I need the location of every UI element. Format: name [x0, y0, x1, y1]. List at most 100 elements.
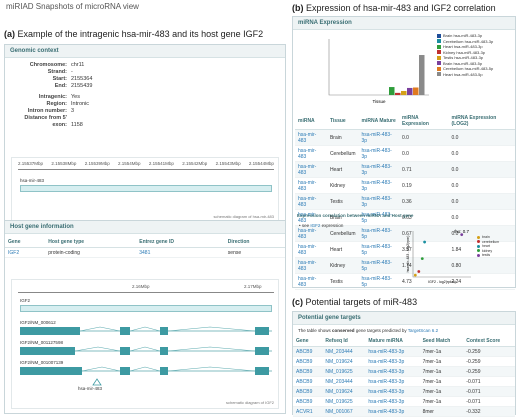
note-suffix: gene targets predicted by: [355, 328, 407, 333]
entrez-link[interactable]: 3481: [136, 247, 225, 258]
scatter-point[interactable]: [460, 233, 464, 237]
gene-targets-panel: Potential gene targets The table shows c…: [292, 311, 516, 417]
mirna-link[interactable]: hsa-mir-483: [295, 161, 327, 178]
gene-type-cell: protein-coding: [45, 247, 137, 258]
gene-link[interactable]: ABCB9: [293, 386, 323, 397]
scatter-point[interactable]: [423, 240, 426, 244]
context-score-cell: -0.259: [463, 356, 515, 367]
refseq-link[interactable]: NM_019625: [322, 366, 366, 377]
mature-mirna-link[interactable]: hsa-miR-483-3p: [365, 406, 420, 417]
legend-item: Kidney hsa-miR-483-3p: [437, 50, 513, 56]
scatter-point[interactable]: [420, 257, 424, 260]
mature-link[interactable]: hsa-miR-483-3p: [358, 145, 399, 162]
mirna-track-bar[interactable]: [20, 185, 272, 192]
mirna-expression-header: miRNA Expression: [293, 17, 515, 30]
scatter-point[interactable]: [417, 270, 421, 273]
mature-mirna-link[interactable]: hsa-miR-483-3p: [365, 366, 420, 377]
mature-link[interactable]: hsa-miR-483-5p: [358, 273, 399, 290]
bar[interactable]: [419, 55, 425, 95]
legend-swatch: [437, 39, 441, 44]
page-title: miRIAD Snapshots of microRNA view: [6, 2, 139, 11]
gene-link[interactable]: ABCB9: [293, 356, 323, 367]
mature-mirna-link[interactable]: hsa-miR-483-3p: [365, 396, 420, 407]
mirna-link[interactable]: hsa-mir-483: [295, 145, 327, 162]
mature-link[interactable]: hsa-miR-483-3p: [358, 129, 399, 146]
direction-cell: sense: [224, 247, 285, 258]
gene-link[interactable]: IGF2: [5, 247, 46, 258]
col-gene: Gene: [5, 237, 46, 248]
note-bold: conserved: [332, 328, 355, 333]
refseq-link[interactable]: NM_203444: [322, 346, 366, 357]
transcript-3-diagram[interactable]: [20, 366, 272, 376]
expression-cell: 3.57: [398, 241, 449, 258]
mirna-link[interactable]: hsa-mir-483: [295, 177, 327, 194]
mirna-link[interactable]: hsa-mir-483: [295, 129, 327, 146]
legend-label: Testis hsa-miR-483-3p: [443, 55, 484, 60]
table-header-row: miRNA Tissue miRNA Mature miRNA Expressi…: [295, 113, 515, 130]
legend-swatch: [437, 55, 441, 60]
mirna-link[interactable]: hsa-mir-483: [295, 193, 327, 210]
panel-b-caption: (b) Expression of hsa-mir-483 and IGF2 c…: [292, 3, 496, 13]
scatter-x-label: IGF2 - log2(rpkm): [428, 280, 456, 284]
expression-bar-chart: Tissue: [328, 39, 429, 104]
mature-link[interactable]: hsa-miR-483-5p: [358, 209, 399, 226]
col-tissue: Tissue: [326, 113, 359, 130]
col-gene: Gene: [293, 336, 323, 347]
gene-link[interactable]: ABCB9: [293, 376, 323, 387]
mature-mirna-link[interactable]: hsa-miR-483-3p: [365, 386, 420, 397]
legend-swatch: [437, 72, 441, 77]
table-row: ABCB9 NM_203444 hsa-miR-483-3p 7mer-1a -0.25…: [293, 346, 515, 357]
field-region: Region: Intronic: [46, 101, 90, 107]
mature-link[interactable]: hsa-miR-483-3p: [358, 161, 399, 178]
targetscan-link[interactable]: TargetScan 6.2: [407, 328, 439, 333]
mature-link[interactable]: hsa-miR-483-5p: [358, 257, 399, 274]
table-row: hsa-mir-483 Testis hsa-miR-483-3p 0.36 0.0: [295, 193, 515, 210]
host-gene-table: Gene Host gene type Entrez gene ID Direc…: [5, 237, 285, 258]
mirna-link[interactable]: hsa-mir-483: [295, 257, 327, 274]
panel-a-caption: (a) Example of the intragenic hsa-mir-48…: [4, 29, 263, 39]
legend-item: Cerebellum hsa-miR-483-5p: [437, 66, 513, 72]
igf2-expression-link[interactable]: IGF2: [310, 223, 321, 228]
mirna-link[interactable]: hsa-mir-483: [295, 273, 327, 290]
scatter-point[interactable]: [413, 273, 417, 277]
transcript-2-diagram[interactable]: [20, 346, 272, 356]
expression-log2-cell: 0.0: [448, 161, 515, 178]
bar[interactable]: [401, 90, 407, 95]
mature-mirna-link[interactable]: hsa-miR-483-3p: [365, 346, 420, 357]
mature-link[interactable]: hsa-miR-483-5p: [358, 225, 399, 242]
bar[interactable]: [389, 87, 395, 95]
refseq-link[interactable]: NM_203444: [322, 376, 366, 387]
mature-mirna-link[interactable]: hsa-miR-483-3p: [365, 376, 420, 387]
mirna-link[interactable]: hsa-mir-483: [295, 241, 327, 258]
expression-log2-cell: 0.0: [448, 177, 515, 194]
field-intron-number: Intron number: 3: [27, 108, 75, 114]
mature-link[interactable]: hsa-miR-483-3p: [358, 177, 399, 194]
table-row: hsa-mir-483 Kidney hsa-miR-483-3p 0.19 0.0: [295, 177, 515, 194]
mirna-link[interactable]: hsa-mir-483: [295, 225, 327, 242]
scatter-y-label: hsa-mir-483 - log2(rpm): [406, 236, 410, 273]
panel-a-title: Example of the intragenic hsa-mir-483 an…: [17, 29, 264, 39]
gene-link[interactable]: ABCB9: [293, 346, 323, 357]
refseq-link[interactable]: NM_001067: [322, 406, 366, 417]
mature-link[interactable]: hsa-miR-483-3p: [358, 193, 399, 210]
bar[interactable]: [413, 87, 419, 95]
mature-link[interactable]: hsa-miR-483-5p: [358, 241, 399, 258]
gene-axis-line: [18, 292, 274, 293]
refseq-link[interactable]: NM_019624: [322, 356, 366, 367]
transcript-1-diagram[interactable]: [20, 326, 272, 336]
col-seed-match: Seed Match: [419, 336, 464, 347]
mature-mirna-link[interactable]: hsa-miR-483-3p: [365, 356, 420, 367]
refseq-link[interactable]: NM_019625: [322, 396, 366, 407]
gene-link[interactable]: ACVR1: [293, 406, 323, 417]
legend-swatch: [437, 66, 441, 71]
gene-link[interactable]: ABCB9: [293, 366, 323, 377]
gene-track-bar[interactable]: [20, 305, 272, 312]
refseq-link[interactable]: NM_019624: [322, 386, 366, 397]
bar[interactable]: [395, 92, 401, 95]
bar[interactable]: [407, 87, 413, 95]
legend-label: Cerebellum hsa-miR-483-5p: [443, 66, 494, 71]
gene-link[interactable]: ABCB9: [293, 396, 323, 407]
expression-table: miRNA Tissue miRNA Mature miRNA Expressi…: [295, 113, 515, 290]
scatter-legend-item: kidney: [477, 249, 499, 254]
mirna-link[interactable]: hsa-mir-483: [295, 209, 327, 226]
